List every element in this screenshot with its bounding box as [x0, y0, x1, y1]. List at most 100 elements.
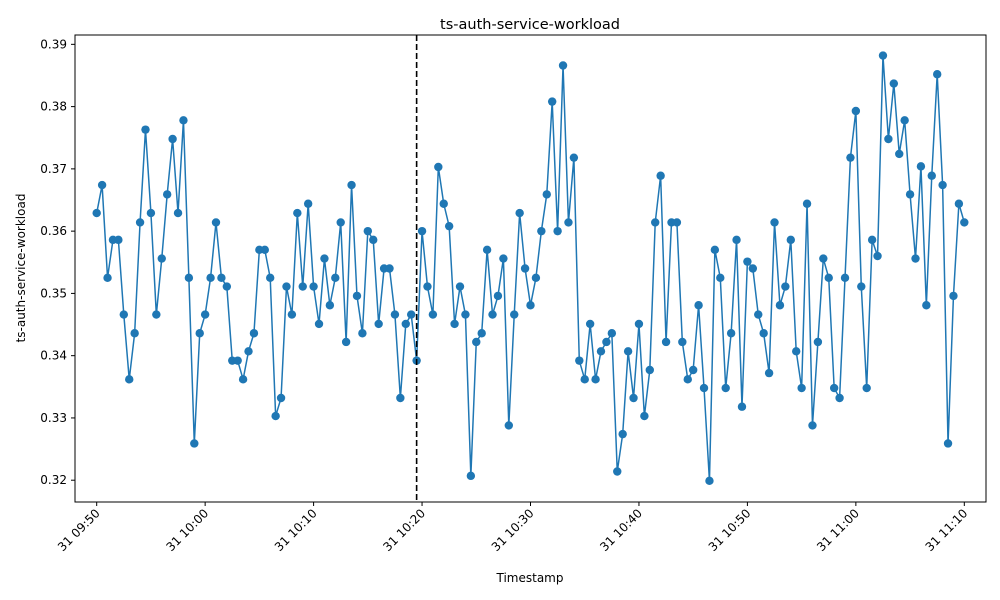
data-point: [92, 208, 101, 218]
data-point: [266, 273, 275, 283]
data-point: [878, 51, 888, 60]
data-point: [640, 411, 649, 421]
data-point: [450, 319, 459, 329]
data-point: [960, 218, 969, 227]
data-point: [829, 383, 839, 393]
data-point: [249, 329, 259, 338]
data-point: [260, 245, 269, 255]
data-point: [461, 310, 470, 319]
data-point: [661, 337, 671, 347]
data-point: [211, 218, 221, 227]
data-point: [190, 439, 199, 448]
data-point: [802, 199, 812, 208]
data-point: [331, 273, 340, 283]
chart-title: ts-auth-service-workload: [440, 17, 620, 33]
data-point: [303, 199, 313, 208]
data-point: [580, 375, 589, 384]
data-point: [716, 273, 725, 283]
data-point: [493, 291, 503, 301]
data-point: [927, 171, 936, 180]
data-point: [455, 282, 465, 291]
data-point: [542, 190, 551, 199]
data-point: [499, 254, 508, 263]
y-axis-label: ts-auth-service-workload: [14, 194, 28, 343]
data-point: [943, 439, 953, 448]
data-point: [385, 264, 394, 273]
data-point: [336, 218, 345, 227]
data-point: [206, 273, 215, 283]
x-tick-label: 31 10:40: [597, 506, 645, 554]
data-point: [439, 199, 448, 208]
data-point: [537, 226, 546, 236]
data-point: [759, 329, 768, 338]
data-point: [764, 368, 774, 378]
data-point: [271, 411, 280, 421]
data-point: [775, 301, 785, 310]
x-tick-label: 31 10:10: [272, 506, 320, 554]
x-tick-label: 31 11:00: [814, 506, 862, 554]
data-point: [596, 347, 606, 356]
plot-area: [92, 35, 969, 502]
data-point: [938, 180, 947, 190]
y-tick-label: 0.34: [40, 349, 67, 363]
data-point: [298, 282, 307, 291]
series-line: [95, 54, 966, 482]
data-point: [184, 273, 194, 283]
data-point: [629, 393, 638, 403]
data-point: [591, 375, 600, 384]
data-point: [233, 356, 242, 365]
data-point: [656, 171, 665, 180]
data-point: [602, 337, 611, 347]
data-point: [515, 208, 524, 218]
data-point: [390, 310, 400, 319]
data-point: [325, 301, 335, 310]
data-point: [276, 393, 286, 403]
data-point: [905, 190, 915, 199]
y-tick-label: 0.37: [40, 162, 67, 176]
data-point: [672, 218, 682, 227]
data-point: [575, 356, 584, 365]
data-point: [867, 235, 877, 245]
data-point: [434, 162, 443, 172]
x-axis: 31 09:50 31 10:00 31 10:10 31 10:20 31 10:30…: [55, 502, 970, 554]
data-point: [141, 125, 150, 134]
data-point: [678, 337, 687, 347]
data-point: [694, 301, 703, 310]
data-point: [949, 291, 958, 301]
data-point: [954, 199, 964, 208]
y-tick-label: 0.33: [40, 411, 67, 425]
x-tick-label: 31 10:00: [163, 506, 211, 554]
data-point: [922, 301, 931, 310]
data-point: [792, 347, 801, 356]
data-point: [309, 282, 318, 291]
data-point: [688, 365, 698, 375]
data-point: [553, 226, 562, 236]
data-point: [401, 319, 410, 329]
y-axis: 0.32 0.33 0.34 0.35 0.36 0.37 0.38 0.39: [40, 37, 75, 487]
data-point: [482, 245, 492, 255]
data-point: [873, 251, 882, 261]
data-point: [125, 375, 134, 384]
data-point: [114, 235, 123, 245]
data-point: [835, 393, 844, 403]
data-point: [623, 347, 633, 356]
y-tick-label: 0.35: [40, 286, 67, 300]
data-point: [407, 310, 416, 319]
data-point: [547, 97, 557, 106]
data-point: [526, 301, 535, 310]
data-point: [613, 467, 622, 476]
data-point: [444, 221, 454, 231]
data-point: [135, 218, 145, 227]
data-point: [824, 273, 833, 283]
data-point: [97, 180, 107, 190]
data-point: [754, 310, 763, 319]
data-point: [173, 208, 183, 218]
data-point: [618, 429, 627, 439]
data-point: [358, 329, 367, 338]
data-point: [222, 282, 232, 291]
data-point: [911, 254, 920, 263]
data-point: [341, 337, 351, 347]
data-point: [531, 273, 541, 283]
data-point: [520, 264, 530, 273]
data-point: [238, 375, 248, 384]
